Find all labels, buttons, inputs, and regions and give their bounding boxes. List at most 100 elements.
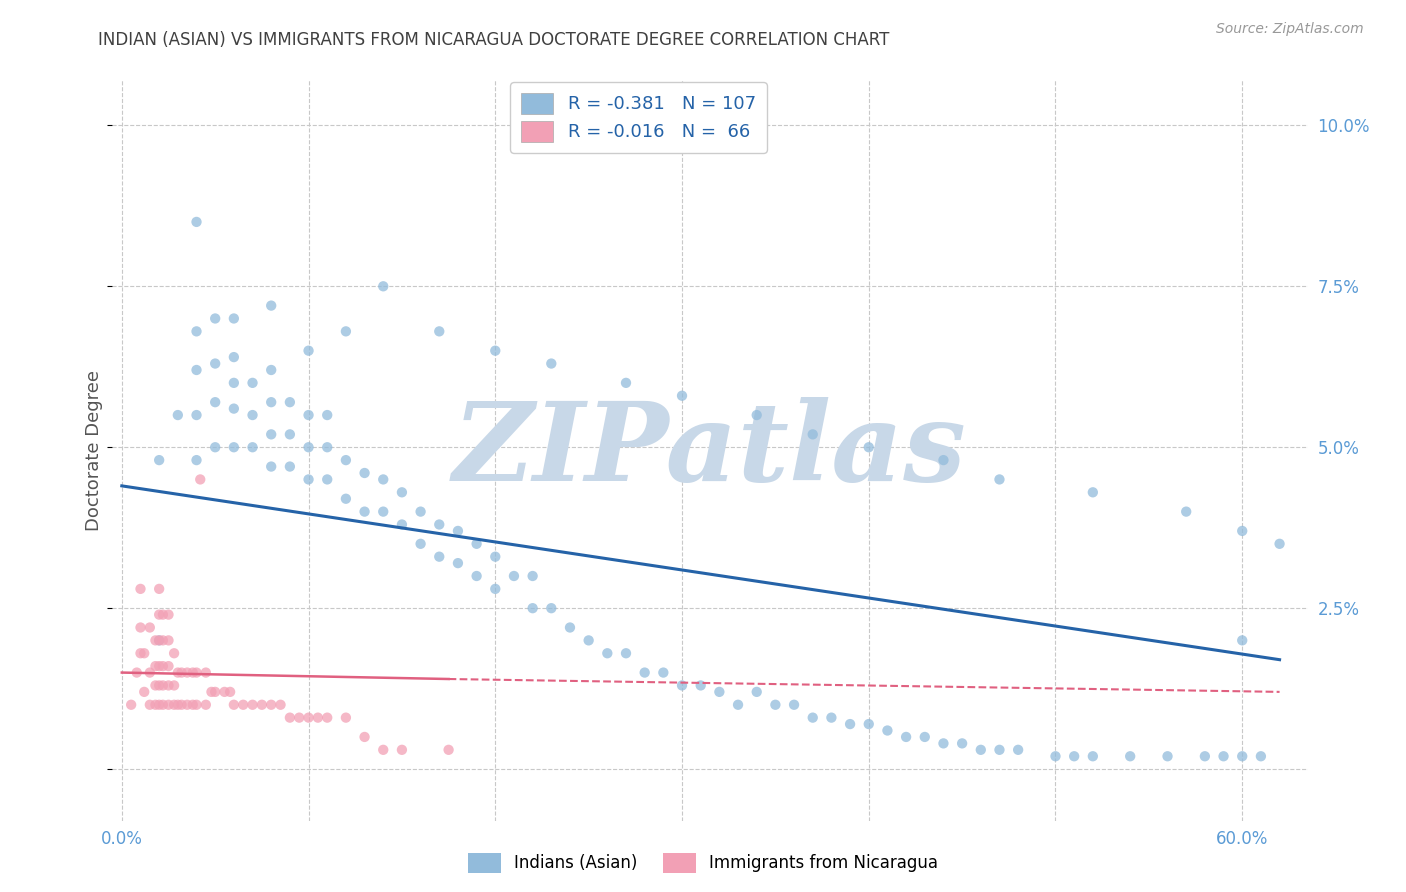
Point	[145, 633, 167, 648]
Point	[335, 453, 357, 467]
Point	[145, 659, 167, 673]
Point	[988, 743, 1011, 757]
Point	[148, 633, 170, 648]
Point	[242, 698, 264, 712]
Point	[353, 466, 375, 480]
Point	[200, 685, 222, 699]
Point	[1063, 749, 1085, 764]
Point	[558, 620, 581, 634]
Point	[820, 711, 842, 725]
Point	[260, 395, 283, 409]
Point	[932, 736, 955, 750]
Point	[242, 408, 264, 422]
Point	[152, 633, 174, 648]
Point	[260, 363, 283, 377]
Point	[134, 646, 156, 660]
Point	[801, 711, 824, 725]
Point	[503, 569, 526, 583]
Point	[373, 505, 395, 519]
Point	[353, 730, 375, 744]
Point	[152, 607, 174, 622]
Point	[219, 685, 242, 699]
Point	[129, 620, 152, 634]
Point	[801, 427, 824, 442]
Point	[484, 582, 506, 596]
Point	[914, 730, 936, 744]
Point	[316, 440, 339, 454]
Point	[204, 395, 226, 409]
Point	[204, 440, 226, 454]
Point	[297, 472, 319, 486]
Point	[139, 665, 162, 680]
Point	[1156, 749, 1178, 764]
Point	[373, 279, 395, 293]
Point	[409, 505, 432, 519]
Point	[745, 408, 768, 422]
Point	[745, 685, 768, 699]
Point	[166, 698, 188, 712]
Point	[1045, 749, 1067, 764]
Point	[129, 646, 152, 660]
Point	[148, 582, 170, 596]
Point	[125, 665, 148, 680]
Point	[727, 698, 749, 712]
Point	[335, 711, 357, 725]
Point	[242, 440, 264, 454]
Point	[427, 517, 450, 532]
Point	[391, 743, 413, 757]
Point	[181, 665, 204, 680]
Point	[139, 698, 162, 712]
Point	[157, 607, 180, 622]
Point	[297, 343, 319, 358]
Point	[316, 408, 339, 422]
Point	[242, 376, 264, 390]
Point	[447, 524, 470, 538]
Point	[232, 698, 254, 712]
Point	[278, 427, 301, 442]
Point	[204, 311, 226, 326]
Point	[894, 730, 917, 744]
Point	[278, 711, 301, 725]
Point	[297, 711, 319, 725]
Point	[652, 665, 675, 680]
Point	[427, 549, 450, 564]
Point	[152, 659, 174, 673]
Point	[194, 665, 217, 680]
Point	[335, 491, 357, 506]
Point	[1232, 749, 1254, 764]
Point	[176, 665, 198, 680]
Point	[148, 659, 170, 673]
Y-axis label: Doctorate Degree: Doctorate Degree	[84, 370, 103, 531]
Point	[1175, 505, 1198, 519]
Point	[465, 569, 488, 583]
Point	[148, 698, 170, 712]
Point	[222, 440, 245, 454]
Point	[614, 376, 637, 390]
Point	[437, 743, 460, 757]
Point	[157, 633, 180, 648]
Point	[307, 711, 329, 725]
Point	[204, 685, 226, 699]
Point	[1268, 537, 1291, 551]
Point	[373, 472, 395, 486]
Point	[353, 505, 375, 519]
Point	[465, 537, 488, 551]
Point	[709, 685, 731, 699]
Point	[194, 698, 217, 712]
Point	[278, 395, 301, 409]
Point	[163, 698, 186, 712]
Point	[204, 357, 226, 371]
Point	[1007, 743, 1029, 757]
Point	[858, 717, 880, 731]
Point	[188, 472, 211, 486]
Point	[335, 324, 357, 338]
Point	[260, 299, 283, 313]
Point	[270, 698, 292, 712]
Point	[250, 698, 273, 712]
Point	[186, 324, 208, 338]
Point	[373, 743, 395, 757]
Point	[166, 665, 188, 680]
Point	[671, 678, 693, 692]
Point	[578, 633, 600, 648]
Point	[186, 363, 208, 377]
